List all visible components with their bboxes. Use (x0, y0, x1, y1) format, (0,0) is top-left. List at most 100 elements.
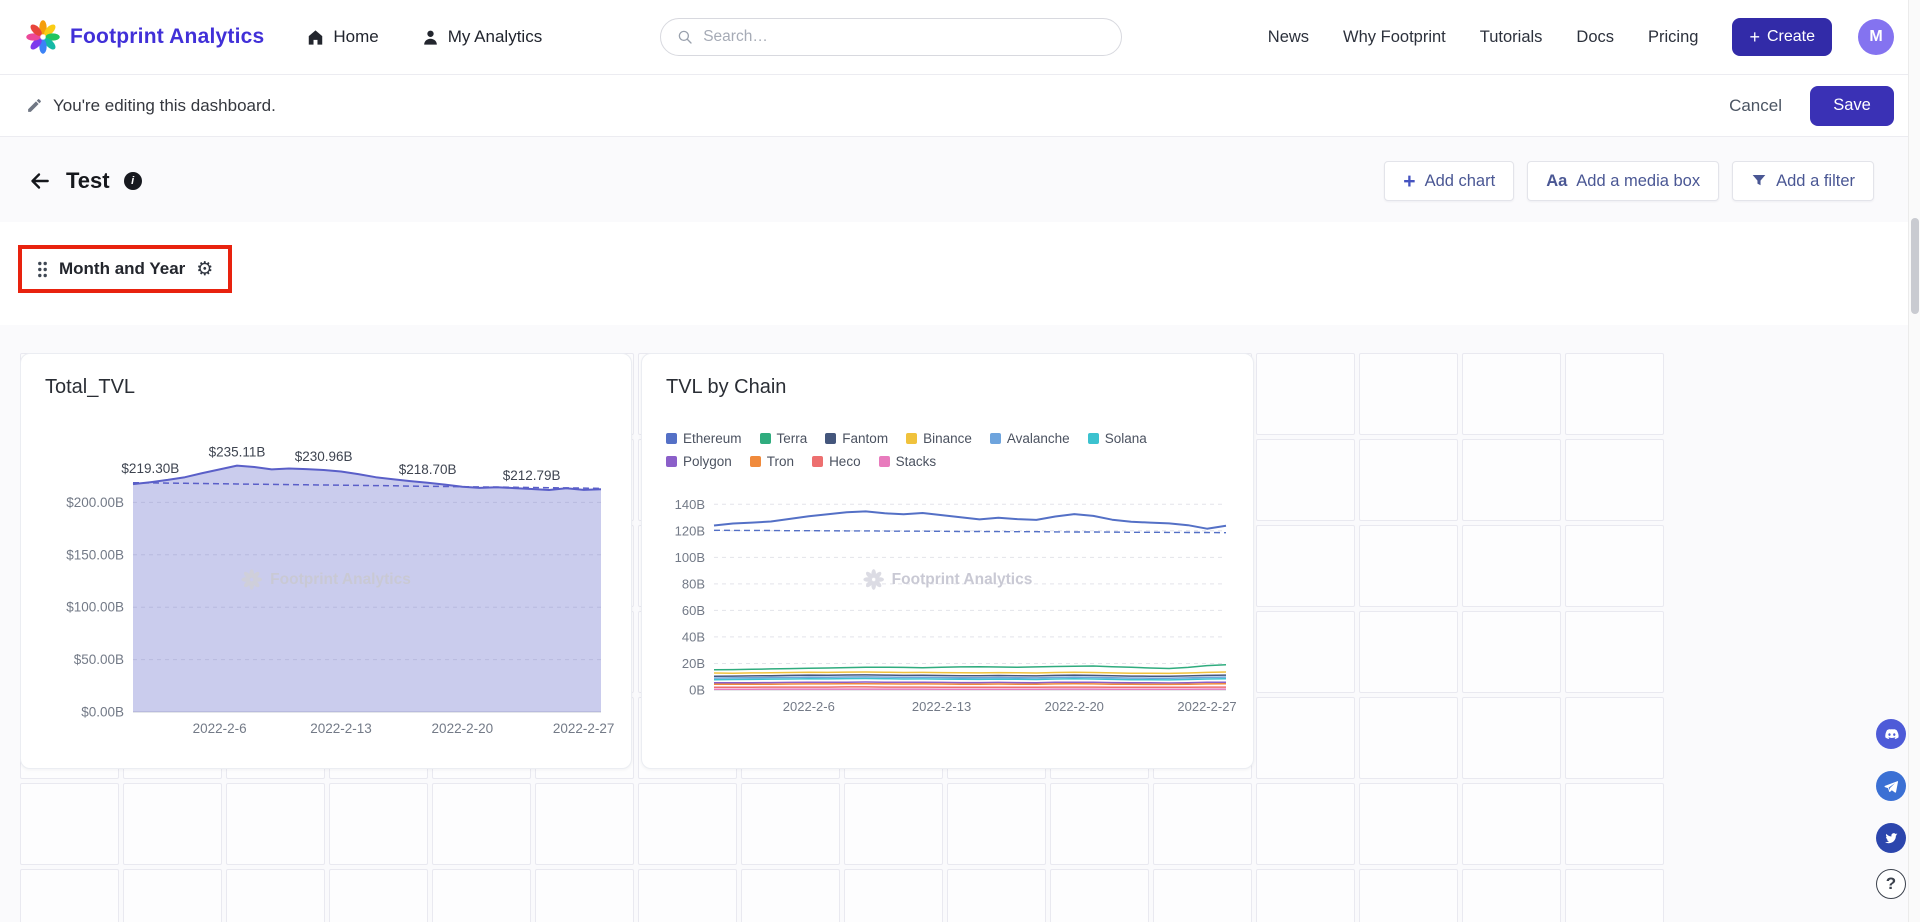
legend-item[interactable]: Terra (759, 431, 808, 446)
text-aa-icon: Aa (1546, 171, 1568, 190)
create-button[interactable]: + Create (1732, 18, 1832, 56)
top-navbar: Footprint Analytics Home My Analytics Ne… (0, 0, 1920, 75)
legend-item[interactable]: Solana (1087, 431, 1147, 446)
cancel-button[interactable]: Cancel (1729, 95, 1782, 115)
nav-home-label: Home (333, 27, 379, 46)
grid-cell (1256, 697, 1355, 779)
grid-cell (1565, 869, 1664, 922)
svg-text:0B: 0B (689, 683, 705, 698)
legend-label: Binance (923, 431, 972, 446)
grid-cell (20, 783, 119, 865)
back-arrow-icon (31, 173, 49, 189)
drag-handle-icon[interactable] (37, 261, 48, 278)
discord-button[interactable] (1876, 719, 1906, 749)
grid-cell (432, 869, 531, 922)
grid-cell (1462, 869, 1561, 922)
grid-cell (947, 783, 1046, 865)
legend-item[interactable]: Polygon (666, 454, 732, 469)
month-year-filter-widget[interactable]: Month and Year ⚙ (22, 249, 229, 289)
legend-swatch-icon (666, 456, 677, 467)
edit-message: You're editing this dashboard. (53, 95, 276, 115)
nav-link-why-footprint[interactable]: Why Footprint (1343, 27, 1446, 46)
info-icon[interactable]: i (123, 172, 142, 190)
legend-label: Ethereum (683, 431, 742, 446)
nav-link-docs[interactable]: Docs (1576, 27, 1615, 46)
legend-item[interactable]: Heco (812, 454, 861, 469)
nav-link-news[interactable]: News (1267, 27, 1310, 46)
dashboard-canvas: Total_TVL $0.00B $50.00B $100.00B $150.00B $… (20, 353, 1683, 922)
chart-title-total-tvl: Total_TVL (45, 376, 136, 398)
svg-text:60B: 60B (682, 603, 705, 618)
legend-item[interactable]: Binance (906, 431, 972, 446)
chart-card-total-tvl[interactable]: Total_TVL $0.00B $50.00B $100.00B $150.00B $… (20, 353, 632, 769)
legend-swatch-icon (749, 456, 761, 467)
legend-label: Terra (776, 431, 808, 446)
svg-text:2022-2-20: 2022-2-20 (1045, 699, 1104, 714)
chart-title-tvl-by-chain: TVL by Chain (666, 376, 787, 398)
back-button[interactable] (26, 168, 52, 194)
save-button[interactable]: Save (1810, 85, 1894, 126)
twitter-button[interactable] (1876, 823, 1906, 853)
grid-cell (329, 783, 428, 865)
grid-cell (1359, 611, 1458, 693)
grid-cell (535, 783, 634, 865)
brand[interactable]: Footprint Analytics (26, 20, 264, 54)
chart-card-tvl-by-chain[interactable]: TVL by Chain Ethereum Terra Fantom Binance A… (641, 353, 1254, 769)
legend-label: Fantom (842, 431, 889, 446)
grid-cell (1565, 353, 1664, 435)
telegram-button[interactable] (1876, 771, 1906, 801)
legend-item[interactable]: Ethereum (666, 431, 742, 446)
scrollbar[interactable] (1908, 0, 1920, 922)
add-chart-button[interactable]: + Add chart (1384, 161, 1515, 201)
funnel-icon (1752, 175, 1766, 186)
legend-item[interactable]: Avalanche (989, 431, 1070, 446)
add-media-box-button[interactable]: Aa Add a media box (1527, 161, 1720, 201)
nav-my-analytics[interactable]: My Analytics (421, 27, 542, 47)
grid-cell (329, 869, 428, 922)
legend-item[interactable]: Tron (749, 454, 795, 469)
svg-text:2022-2-6: 2022-2-6 (193, 721, 247, 736)
search-input[interactable] (703, 28, 1107, 46)
svg-text:$218.70B: $218.70B (399, 462, 457, 477)
grid-cell (1359, 869, 1458, 922)
nav-home[interactable]: Home (306, 27, 379, 47)
legend-label: Tron (766, 454, 795, 469)
legend-item[interactable]: Stacks (878, 454, 936, 469)
svg-text:$50.00B: $50.00B (74, 652, 124, 667)
edit-banner-right: Cancel Save (1729, 85, 1894, 126)
legend-swatch-icon (759, 433, 771, 444)
pencil-icon (28, 99, 41, 112)
legend-item[interactable]: Fantom (825, 431, 888, 446)
legend-label: Avalanche (1006, 431, 1070, 446)
nav-link-pricing[interactable]: Pricing (1648, 27, 1699, 46)
legend-label: Heco (829, 454, 861, 469)
grid-cell (432, 783, 531, 865)
gear-icon[interactable]: ⚙ (196, 257, 214, 280)
svg-text:40B: 40B (682, 629, 705, 644)
grid-cell (1462, 611, 1561, 693)
grid-cell (1565, 439, 1664, 521)
svg-text:$100.00B: $100.00B (66, 600, 124, 615)
grid-cell (1359, 697, 1458, 779)
brand-name: Footprint Analytics (70, 25, 265, 48)
plus-icon: + (1749, 27, 1760, 47)
grid-cell (947, 869, 1046, 922)
svg-text:2022-2-27: 2022-2-27 (553, 721, 615, 736)
plus-icon: + (1403, 169, 1416, 193)
svg-text:$200.00B: $200.00B (66, 495, 124, 510)
grid-cell (1256, 869, 1355, 922)
page-title: Test (66, 168, 110, 193)
grid-cell (1256, 783, 1355, 865)
svg-text:80B: 80B (682, 576, 705, 591)
nav-link-tutorials[interactable]: Tutorials (1479, 27, 1543, 46)
grid-cell (1359, 783, 1458, 865)
svg-text:$0.00B: $0.00B (81, 705, 124, 720)
avatar[interactable]: M (1858, 19, 1894, 55)
grid-cell (1050, 869, 1149, 922)
scrollbar-thumb[interactable] (1911, 218, 1919, 314)
grid-cell (741, 783, 840, 865)
grid-cell (226, 869, 325, 922)
search-box[interactable] (660, 18, 1123, 56)
help-button[interactable]: ? (1876, 869, 1906, 899)
add-filter-button[interactable]: Add a filter (1732, 161, 1874, 201)
